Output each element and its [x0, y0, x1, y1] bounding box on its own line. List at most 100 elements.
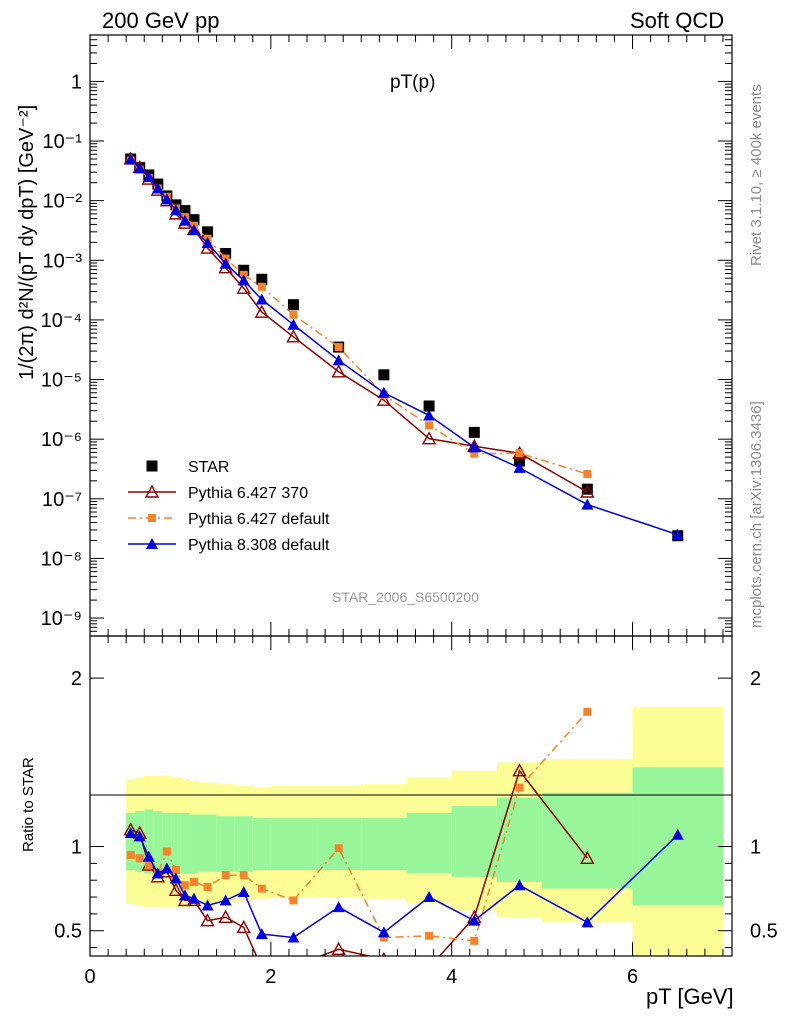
data-point-pythia-8-308-default	[201, 236, 214, 248]
data-point-pythia-8-308-default	[671, 528, 684, 540]
data-point-pythia-6-427-370	[286, 329, 301, 343]
inner-band-bin	[126, 812, 136, 871]
inner-band-bin	[252, 817, 272, 871]
ratio-point-pythia-8-308-default	[468, 914, 481, 926]
mcplots-credit-label: mcplots.cern.ch [arXiv:1306.3436]	[748, 401, 765, 628]
inner-band-bin	[162, 812, 172, 874]
y-tick-label: 10⁻⁹	[41, 608, 82, 630]
ratio-point-pythia-6-427-370	[168, 882, 184, 897]
series-line-pythia-6-427-default	[130, 160, 588, 475]
ratio-point-pythia-8-308-default	[237, 886, 250, 897]
data-point-pythia-8-308-default	[169, 204, 182, 216]
data-point-pythia-6-427-default	[334, 343, 343, 352]
ratio-point-pythia-6-427-default	[379, 933, 388, 942]
legend-label-star: STAR	[188, 459, 229, 476]
ratio-point-pythia-8-308-default	[377, 926, 390, 938]
data-point-pythia-6-427-default	[515, 449, 524, 458]
data-point-star	[202, 226, 214, 238]
legend-label-pythia-6-427-370: Pythia 6.427 370	[188, 485, 308, 502]
ratio-point-pythia-6-427-370	[512, 763, 527, 777]
inner-band-bin	[198, 814, 218, 872]
x-tick-label: 2	[265, 966, 276, 988]
rivet-version-label: Rivet 3.1.10, ≥ 400k events	[748, 84, 765, 266]
y-tick-label: 10⁻²	[43, 191, 83, 213]
ratio-point-pythia-6-427-default	[583, 707, 592, 716]
y-tick-label: 10⁻⁷	[42, 489, 82, 511]
data-point-pythia-8-308-default	[219, 257, 232, 269]
data-point-star	[179, 205, 191, 217]
legend-marker-pythia-6-427-default	[148, 514, 156, 522]
inner-band-bin	[361, 817, 407, 871]
main-plot-layer	[123, 151, 684, 542]
ratio-point-pythia-8-308-default	[332, 901, 345, 913]
x-tick-label: 6	[627, 966, 638, 988]
data-point-pythia-8-308-default	[513, 461, 526, 473]
data-point-pythia-6-427-default	[289, 310, 298, 319]
ratio-point-pythia-6-427-default	[515, 783, 524, 792]
data-point-pythia-8-308-default	[142, 170, 155, 182]
ratio-point-pythia-6-427-default	[425, 931, 434, 940]
axis-ticks	[89, 34, 732, 956]
data-point-pythia-8-308-default	[332, 354, 345, 366]
ratio-point-pythia-8-308-default	[187, 892, 200, 904]
data-point-pythia-8-308-default	[160, 193, 173, 205]
data-point-pythia-8-308-default	[255, 293, 268, 305]
ratio-point-pythia-8-308-default	[142, 850, 155, 862]
inner-band-bin	[406, 812, 453, 874]
legend-marker-pythia-6-427-370	[144, 484, 160, 498]
ratio-point-pythia-6-427-370	[218, 909, 233, 923]
ratio-point-pythia-6-427-default	[171, 866, 180, 875]
ratio-point-pythia-8-308-default	[255, 928, 268, 940]
legend: STAR Pythia 6.427 370 Pythia 6.427 default…	[128, 459, 330, 554]
ratio-point-pythia-6-427-default	[180, 881, 189, 890]
data-point-star	[581, 483, 593, 495]
ratio-point-pythia-8-308-default	[219, 894, 232, 906]
mc-uncertainty-bands	[126, 706, 724, 956]
ratio-point-pythia-8-308-default	[671, 828, 684, 840]
main-plot-frame	[89, 34, 733, 637]
ratio-point-pythia-8-308-default	[151, 867, 164, 879]
inner-band-bin	[153, 811, 163, 874]
data-point-star	[378, 369, 390, 381]
axis-tick-labels: 10⁻⁹ 10⁻⁸ 10⁻⁷ 10⁻⁶ 10⁻⁵ 10⁻⁴ 10⁻³ 10⁻² 10⁻¹ 1 0.5…	[41, 71, 778, 988]
x-axis-label: pT [GeV]	[646, 984, 734, 1009]
ratio-point-pythia-8-308-default	[124, 827, 137, 839]
series-line-pythia-8-308-default	[130, 158, 678, 536]
data-point-pythia-6-427-370	[580, 484, 595, 498]
ratio-point-pythia-6-427-default	[289, 896, 298, 905]
inner-band-bin	[542, 792, 634, 889]
x-tick-label: 4	[446, 966, 457, 988]
y-tick-label: 10⁻⁶	[41, 429, 82, 451]
y-tick-label: 1	[71, 71, 82, 93]
series-line-pythia-6-427-370	[130, 158, 588, 493]
ratio-point-pythia-6-427-default	[162, 847, 171, 856]
data-point-star	[423, 400, 435, 412]
data-point-pythia-8-308-default	[124, 153, 137, 165]
data-point-star	[256, 273, 268, 285]
ratio-point-pythia-6-427-default	[257, 884, 266, 893]
y-tick-label: 10⁻⁵	[41, 370, 82, 392]
ratio-point-pythia-8-308-default	[133, 830, 146, 842]
inner-band-bin	[189, 814, 200, 874]
data-point-star	[220, 247, 232, 259]
data-point-pythia-6-427-370	[331, 364, 346, 378]
data-point-pythia-8-308-default	[237, 274, 250, 286]
inner-band-bin	[216, 816, 236, 872]
ratio-y-tick-label-right: 0.5	[750, 921, 778, 943]
ratio-point-pythia-6-427-370	[331, 941, 346, 955]
inner-band-bin	[316, 817, 362, 871]
y-tick-label: 10⁻⁴	[41, 310, 82, 332]
ratio-plot-layer	[123, 707, 684, 956]
inner-band-bin	[171, 812, 181, 874]
data-point-pythia-6-427-default	[470, 449, 479, 458]
data-point-pythia-6-427-370	[254, 304, 269, 318]
ratio-point-pythia-8-308-default	[581, 916, 594, 928]
ratio-point-pythia-8-308-default	[513, 879, 526, 891]
data-point-pythia-8-308-default	[151, 182, 164, 194]
legend-marker-pythia-8-308-default	[146, 538, 158, 549]
ratio-point-pythia-6-427-default	[144, 861, 153, 870]
ratio-point-pythia-6-427-370	[580, 850, 595, 865]
legend-label-pythia-8-308-default: Pythia 8.308 default	[188, 537, 330, 554]
ratio-point-pythia-6-427-default	[203, 882, 212, 891]
